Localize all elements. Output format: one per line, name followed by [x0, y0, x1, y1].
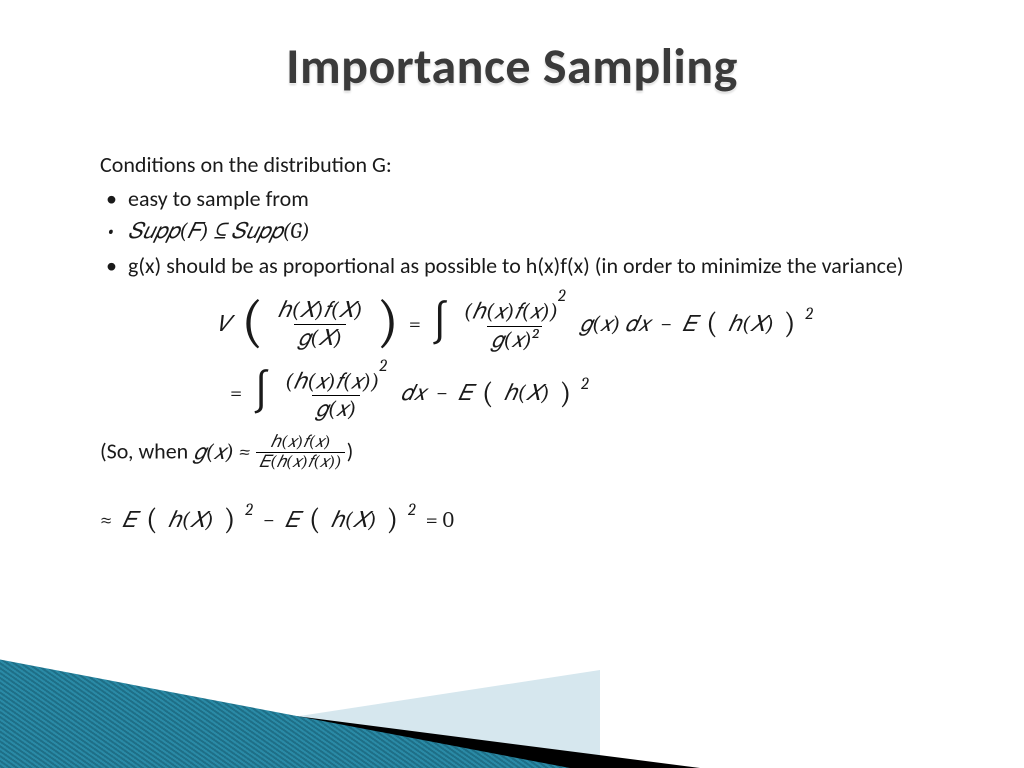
sup: 2 — [558, 287, 566, 306]
fraction: (ℎ(𝑥)𝑓(𝑥))2 𝑔(𝑥) — [281, 367, 391, 422]
paren: ) — [224, 500, 235, 541]
paren: ( — [146, 500, 157, 541]
sym-integral: ∫ — [252, 362, 271, 421]
denominator: 𝑔(𝑥) — [312, 395, 361, 421]
sym-E: 𝐸 — [122, 506, 136, 536]
sup: 2 — [581, 374, 589, 396]
so-math: 𝑔(𝑥) ≈ ℎ(𝑥)𝑓(𝑥) 𝐸(ℎ(𝑥)𝑓(𝑥)) — [193, 434, 346, 473]
numerator: ℎ(𝑋)𝑓(𝑋) — [273, 299, 366, 324]
paren: ( — [482, 374, 493, 415]
hX: ℎ(𝑋) — [503, 379, 549, 409]
sym-minus: − — [660, 310, 672, 340]
denominator: 𝑔(𝑋) — [294, 324, 346, 350]
sup: 2 — [245, 500, 253, 522]
sym-E: 𝐸 — [682, 310, 696, 340]
sym-minus: − — [263, 506, 275, 536]
sym-integral: ∫ — [431, 293, 450, 352]
numerator: (ℎ(𝑥)𝑓(𝑥))2 — [281, 367, 391, 395]
slide: Importance Sampling Conditions on the di… — [0, 0, 1024, 768]
equation-result: ≈ 𝐸 ( ℎ(𝑋)) 2 − 𝐸 ( ℎ(𝑋)) 2 = 0 — [100, 500, 930, 541]
sym-approx: ≈ — [100, 506, 112, 536]
fraction: ℎ(𝑋)𝑓(𝑋) 𝑔(𝑋) — [273, 299, 366, 350]
paren: ) — [387, 500, 398, 541]
so-when-line: (So, when 𝑔(𝑥) ≈ ℎ(𝑥)𝑓(𝑥) 𝐸(ℎ(𝑥)𝑓(𝑥)) ) — [100, 434, 930, 473]
numerator: (ℎ(𝑥)𝑓(𝑥))2 — [460, 297, 570, 325]
dx: 𝑑𝑥 — [401, 379, 426, 409]
paren-left: ( — [241, 296, 263, 348]
bullet-list: easy to sample from 𝑆𝑢𝑝𝑝(𝐹) ⊆ 𝑆𝑢𝑝𝑝(G) g(… — [100, 184, 930, 281]
fraction: ℎ(𝑥)𝑓(𝑥) 𝐸(ℎ(𝑥)𝑓(𝑥)) — [256, 434, 344, 473]
eq-zero: = 0 — [426, 506, 454, 536]
num-base: (ℎ(𝑥)𝑓(𝑥)) — [464, 299, 558, 325]
slide-title: Importance Sampling — [0, 0, 1024, 97]
fraction: (ℎ(𝑥)𝑓(𝑥))2 𝑔(𝑥)² — [460, 297, 570, 352]
sym-E: 𝐸 — [458, 379, 472, 409]
paren-right: ) — [377, 296, 399, 348]
so-suffix: ) — [347, 437, 354, 464]
paren: ( — [309, 500, 320, 541]
numerator: ℎ(𝑥)𝑓(𝑥) — [267, 434, 333, 453]
paren: ) — [784, 304, 795, 345]
bullet-item: g(x) should be as proportional as possib… — [100, 251, 930, 281]
num-base: (ℎ(𝑥)𝑓(𝑥)) — [285, 368, 379, 394]
denominator: 𝑔(𝑥)² — [487, 326, 542, 352]
intro-line: Conditions on the distribution G: — [100, 150, 930, 180]
slide-body: Conditions on the distribution G: easy t… — [100, 150, 930, 551]
sym-equals: = — [409, 310, 421, 340]
bullet-item: easy to sample from — [100, 184, 930, 214]
hX: ℎ(𝑋) — [728, 310, 774, 340]
sym-E: 𝐸 — [285, 506, 299, 536]
equation-variance-line1: 𝑉 ( ℎ(𝑋)𝑓(𝑋) 𝑔(𝑋) ) = ∫ (ℎ(𝑥)𝑓(𝑥))2 𝑔(𝑥)… — [100, 295, 930, 354]
paren: ( — [706, 304, 717, 345]
sup: 2 — [408, 500, 416, 522]
so-prefix: (So, when — [100, 437, 193, 464]
paren: ) — [560, 374, 571, 415]
denominator: 𝐸(ℎ(𝑥)𝑓(𝑥)) — [256, 452, 344, 472]
gx-approx: 𝑔(𝑥) ≈ — [193, 438, 250, 468]
sym-minus: − — [436, 379, 448, 409]
equation-variance-line2: = ∫ (ℎ(𝑥)𝑓(𝑥))2 𝑔(𝑥) 𝑑𝑥 − 𝐸 ( ℎ(𝑋)) 2 — [230, 364, 930, 423]
sup: 2 — [379, 357, 387, 376]
hX: ℎ(𝑋) — [330, 506, 376, 536]
gx-dx: 𝑔(𝑥) 𝑑𝑥 — [580, 310, 651, 340]
sym-V: 𝑉 — [217, 310, 231, 340]
sup: 2 — [805, 304, 813, 326]
bullet-item: 𝑆𝑢𝑝𝑝(𝐹) ⊆ 𝑆𝑢𝑝𝑝(G) — [100, 217, 930, 247]
sym-equals: = — [230, 379, 242, 409]
hX: ℎ(𝑋) — [168, 506, 214, 536]
